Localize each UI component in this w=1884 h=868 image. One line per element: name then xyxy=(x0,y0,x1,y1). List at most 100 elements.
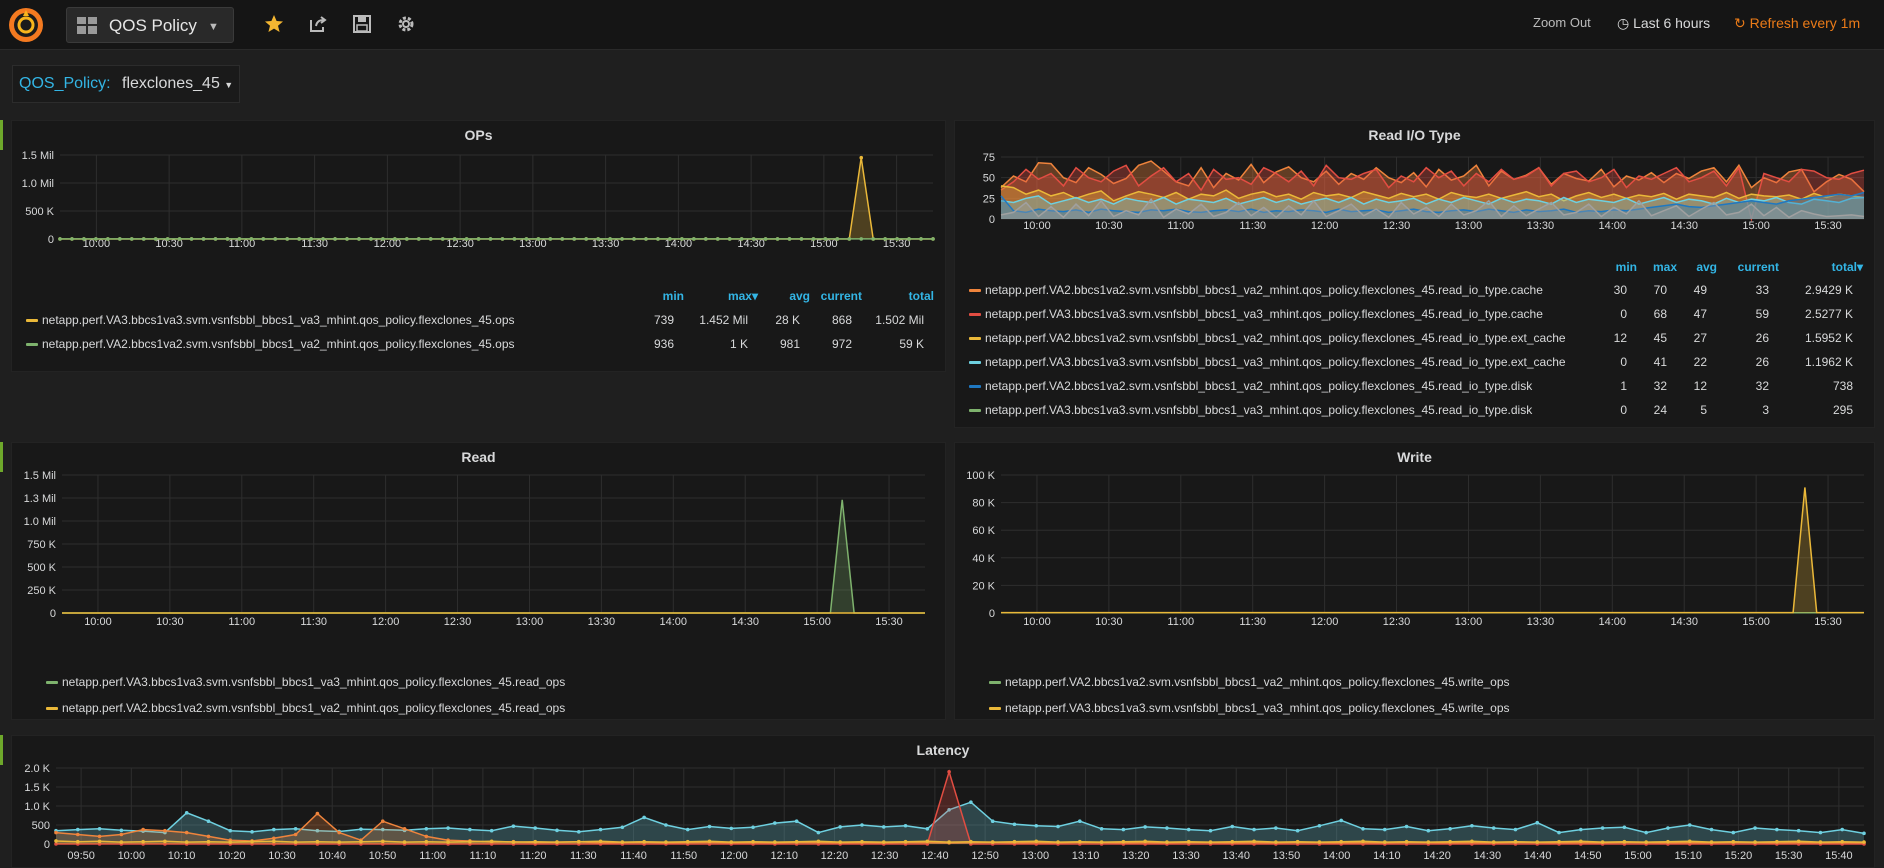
legend-series-name[interactable]: netapp.perf.VA2.bbcs1va2.svm.vsnfsbbl_bb… xyxy=(985,331,1566,345)
legend-value-current: 3 xyxy=(1707,403,1769,417)
legend-color-swatch[interactable] xyxy=(969,289,981,292)
data-point xyxy=(1339,819,1343,823)
legend-color-swatch[interactable] xyxy=(46,681,58,684)
chevron-down-icon: ▼ xyxy=(208,21,219,33)
legend-item[interactable]: netapp.perf.VA3.bbcs1va3.svm.vsnfsbbl_bb… xyxy=(965,399,1864,423)
legend-item[interactable]: netapp.perf.VA3.bbcs1va3.svm.vsnfsbbl_bb… xyxy=(22,309,935,333)
legend-item[interactable]: netapp.perf.VA2.bbcs1va2.svm.vsnfsbbl_bb… xyxy=(965,375,1864,399)
refresh-picker[interactable]: ↻ Refresh every 1m xyxy=(1734,15,1860,32)
legend-header-total[interactable]: total xyxy=(862,289,934,303)
gear-icon[interactable] xyxy=(396,14,416,34)
legend-series-name[interactable]: netapp.perf.VA2.bbcs1va2.svm.vsnfsbbl_bb… xyxy=(985,283,1543,297)
legend-item[interactable]: netapp.perf.VA2.bbcs1va2.svm.vsnfsbbl_bb… xyxy=(22,333,935,357)
x-tick-label: 15:30 xyxy=(1814,220,1842,232)
data-point xyxy=(1448,840,1452,844)
y-tick-label: 0 xyxy=(44,839,50,851)
legend-color-swatch[interactable] xyxy=(969,385,981,388)
data-point xyxy=(1470,824,1474,828)
legend-header-avg[interactable]: avg xyxy=(758,289,810,303)
legend-series-name[interactable]: netapp.perf.VA2.bbcs1va2.svm.vsnfsbbl_bb… xyxy=(62,701,565,715)
legend-series-name[interactable]: netapp.perf.VA3.bbcs1va3.svm.vsnfsbbl_bb… xyxy=(985,355,1566,369)
panel-title[interactable]: Write xyxy=(955,449,1874,465)
legend-item[interactable]: netapp.perf.VA2.bbcs1va2.svm.vsnfsbbl_bb… xyxy=(965,327,1864,351)
legend-item[interactable]: netapp.perf.VA3.bbcs1va3.svm.vsnfsbbl_bb… xyxy=(42,671,935,695)
grafana-logo-icon[interactable] xyxy=(7,6,45,44)
y-tick-label: 25 xyxy=(983,193,995,205)
data-point xyxy=(468,840,472,844)
legend-item[interactable]: netapp.perf.VA2.bbcs1va2.svm.vsnfsbbl_bb… xyxy=(965,279,1864,303)
legend-value-max: 32 xyxy=(1627,379,1667,393)
legend-header-min[interactable]: min xyxy=(632,289,684,303)
legend-color-swatch[interactable] xyxy=(26,343,38,346)
legend-header-avg[interactable]: avg xyxy=(1677,260,1717,274)
legend-color-swatch[interactable] xyxy=(26,319,38,322)
data-point xyxy=(337,831,341,835)
legend-header-current[interactable]: current xyxy=(1717,260,1779,274)
legend-color-swatch[interactable] xyxy=(46,707,58,710)
zoom-out-button[interactable]: Zoom Out xyxy=(1533,15,1591,30)
legend-item[interactable]: netapp.perf.VA2.bbcs1va2.svm.vsnfsbbl_bb… xyxy=(42,697,935,721)
dashboard-picker-button[interactable]: QOS Policy ▼ xyxy=(66,7,234,43)
data-point xyxy=(577,830,581,834)
legend-color-swatch[interactable] xyxy=(989,681,1001,684)
legend-header-max-label: max xyxy=(728,289,752,303)
data-point xyxy=(596,237,600,241)
data-point xyxy=(664,840,668,844)
legend-color-swatch[interactable] xyxy=(969,337,981,340)
legend-item[interactable]: netapp.perf.VA3.bbcs1va3.svm.vsnfsbbl_bb… xyxy=(965,303,1864,327)
panel-title[interactable]: Read xyxy=(12,449,945,465)
variable-label: QOS_Policy: xyxy=(19,75,111,93)
data-point xyxy=(333,237,337,241)
variable-dropdown[interactable]: flexclones_45 ▼ xyxy=(122,75,233,93)
share-icon[interactable] xyxy=(308,14,328,34)
legend-series-name[interactable]: netapp.perf.VA2.bbcs1va2.svm.vsnfsbbl_bb… xyxy=(1005,675,1510,689)
data-point xyxy=(369,237,373,241)
legend-series-name[interactable]: netapp.perf.VA3.bbcs1va3.svm.vsnfsbbl_bb… xyxy=(1005,701,1510,715)
data-point xyxy=(812,237,816,241)
panel-title[interactable]: Read I/O Type xyxy=(955,127,1874,143)
legend-value-total: 1.5952 K xyxy=(1769,331,1853,345)
legend-header-max[interactable]: max▾ xyxy=(692,289,758,303)
legend-series-name[interactable]: netapp.perf.VA3.bbcs1va3.svm.vsnfsbbl_bb… xyxy=(985,307,1543,321)
legend-item[interactable]: netapp.perf.VA2.bbcs1va2.svm.vsnfsbbl_bb… xyxy=(985,671,1864,695)
time-range-picker[interactable]: ◷ Last 6 hours xyxy=(1617,15,1710,32)
data-point xyxy=(1187,840,1191,844)
legend-series-name[interactable]: netapp.perf.VA3.bbcs1va3.svm.vsnfsbbl_bb… xyxy=(985,403,1532,417)
legend-series-name[interactable]: netapp.perf.VA3.bbcs1va3.svm.vsnfsbbl_bb… xyxy=(62,675,565,689)
legend-series-name[interactable]: netapp.perf.VA2.bbcs1va2.svm.vsnfsbbl_bb… xyxy=(985,379,1532,393)
data-point xyxy=(560,237,564,241)
legend-color-swatch[interactable] xyxy=(989,707,1001,710)
star-icon[interactable] xyxy=(264,14,284,34)
legend-color-swatch[interactable] xyxy=(969,313,981,316)
legend-header-min[interactable]: min xyxy=(1595,260,1637,274)
legend-color-swatch[interactable] xyxy=(969,409,981,412)
data-point xyxy=(1361,840,1365,844)
data-point xyxy=(425,840,429,844)
panel-title[interactable]: Latency xyxy=(12,742,1874,758)
data-point xyxy=(1056,825,1060,829)
legend-item[interactable]: netapp.perf.VA3.bbcs1va3.svm.vsnfsbbl_bb… xyxy=(965,351,1864,375)
data-point xyxy=(393,237,397,241)
data-point xyxy=(285,237,289,241)
legend-series-name[interactable]: netapp.perf.VA3.bbcs1va3.svm.vsnfsbbl_bb… xyxy=(42,313,515,327)
legend-header-total[interactable]: total▾ xyxy=(1779,260,1863,274)
x-tick-label: 11:30 xyxy=(570,850,597,862)
data-point xyxy=(1470,840,1474,844)
data-point xyxy=(1840,828,1844,832)
legend-series-name[interactable]: netapp.perf.VA2.bbcs1va2.svm.vsnfsbbl_bb… xyxy=(42,337,515,351)
save-icon[interactable] xyxy=(352,14,372,34)
panel-title[interactable]: OPs xyxy=(12,127,945,143)
legend-header-current[interactable]: current xyxy=(810,289,862,303)
legend-color-swatch[interactable] xyxy=(969,361,981,364)
data-point xyxy=(1514,828,1518,832)
x-tick-label: 14:30 xyxy=(1474,850,1502,862)
data-point xyxy=(1034,840,1038,844)
legend-item[interactable]: netapp.perf.VA3.bbcs1va3.svm.vsnfsbbl_bb… xyxy=(985,697,1864,721)
data-point xyxy=(477,237,481,241)
row-marker xyxy=(0,120,3,150)
legend-header-max[interactable]: max xyxy=(1637,260,1677,274)
